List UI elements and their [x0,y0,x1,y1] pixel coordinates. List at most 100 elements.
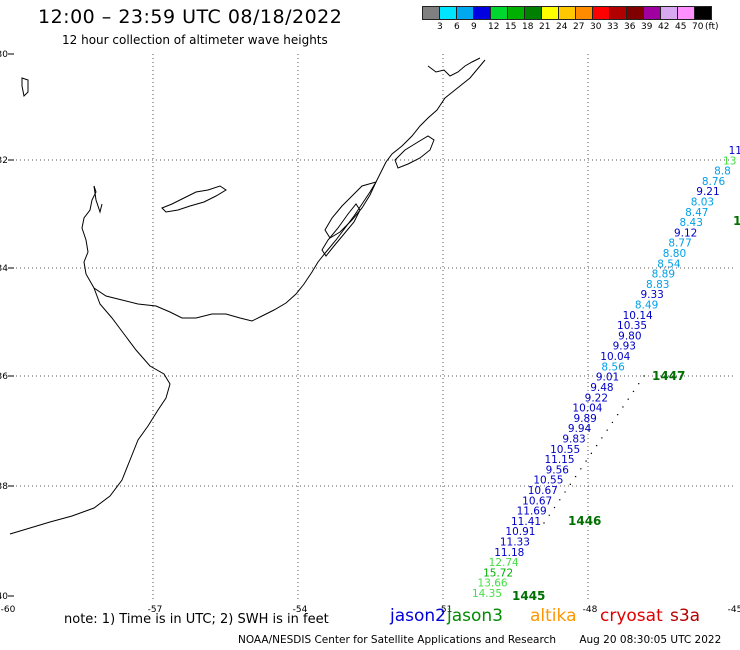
units-note: note: 1) Time is in UTC; 2) SWH is in fe… [64,612,329,627]
legend-label: 24 [556,22,568,32]
track-dot [564,491,566,493]
map-subtitle: 12 hour collection of altimeter wave hei… [62,33,328,47]
satellite-name: jason3 [447,606,503,626]
legend-label: 42 [658,22,670,32]
pass-time-labels: 1447 1446 1445 1 [512,214,740,603]
wave-height-reading: 10.35 [617,320,647,332]
wave-height-reading: 11.69 [517,506,547,518]
lon-label: -54 [293,605,308,615]
wave-height-reading: 8.43 [680,217,703,229]
track-dot [638,383,640,385]
wave-height-reading: 13 [723,155,736,167]
wave-height-reading: 9.56 [546,464,570,476]
coastline [9,57,486,535]
wave-height-reading: 9.89 [573,413,596,425]
wave-height-reading: 9.01 [596,372,619,384]
lat-label: -38 [0,482,8,492]
pass-time-label: 1446 [568,514,601,528]
wave-height-reading: 10.67 [528,485,558,497]
wave-height-reading: 12.74 [489,557,519,569]
pass-time-label: 1445 [512,589,545,603]
track-dot [627,398,629,400]
wave-height-reading: 10.04 [600,351,630,363]
wave-height-reading: 8.49 [635,300,658,312]
rio-de-la-plata-south [9,287,171,535]
footer-timestamp: Aug 20 08:30:05 UTC 2022 [579,634,722,646]
track-dot [574,475,577,478]
lat-label: -36 [0,372,8,382]
wave-height-reading: 8.80 [663,248,686,260]
track-dot [548,514,550,516]
lat-label: -32 [0,156,8,166]
legend-label: 36 [624,22,636,32]
lon-label: -57 [148,605,163,615]
wave-height-reading: 8.89 [652,269,675,281]
wave-height-reading: 14.35 [472,588,502,600]
wave-height-reading: 9.80 [618,330,641,342]
track-dot [590,452,593,455]
track-dot [643,375,645,377]
wave-height-legend [422,6,712,20]
uruguay-river [93,185,103,214]
northern-coast-detail [427,57,481,77]
wave-height-reading: 9.22 [585,392,608,404]
lat-lon-grid [8,54,733,600]
legend-label: 70 [692,22,704,32]
wave-height-readings: 11138.88.769.218.038.478.439.128.778.808… [472,145,740,600]
pass-time-label: 1 [733,214,740,228]
track-dot [611,421,614,424]
satellite-name: s3a [670,606,701,626]
lat-label: -40 [0,592,8,602]
track-dot [553,506,556,509]
wave-height-reading: 11.41 [511,516,541,528]
legend-label: 18 [522,22,534,32]
wave-height-reading: 11 [729,145,740,157]
wave-height-reading: 9.94 [568,423,592,435]
footer-credit: NOAA/NESDIS Center for Satellite Applica… [238,634,556,646]
rio-negro-reservoir [161,185,227,213]
legend-label: 27 [573,22,585,32]
legend-label: 30 [590,22,602,32]
footer: NOAA/NESDIS Center for Satellite Applica… [238,634,721,646]
wave-height-reading: 10.67 [522,495,552,507]
wave-height-reading: 9.21 [696,186,719,198]
track-dot [632,390,635,393]
wave-height-reading: 11.33 [500,536,530,548]
wave-height-reading: 9.93 [613,341,636,353]
wave-height-reading: 9.33 [640,289,663,301]
wave-height-reading: 9.12 [674,227,697,239]
lagoa-mirim [321,203,361,257]
satellite-name: altika [530,606,577,626]
lon-label: -51 [438,605,453,615]
track-dot [585,460,587,462]
legend-label: 15 [505,22,517,32]
lat-label: -34 [0,264,8,274]
legend-label: 45 [675,22,687,32]
lat-label: -30 [0,50,8,60]
track-dot [601,437,603,439]
wave-height-reading: 13.66 [478,578,508,590]
wave-height-reading: 9.48 [590,382,613,394]
wave-height-reading: 10.14 [623,310,653,322]
wave-height-reading: 11.18 [494,547,524,559]
wave-height-reading: 8.54 [657,258,681,270]
track-dot [580,468,582,470]
wave-height-reading: 8.77 [668,238,691,250]
wave-height-reading: 10.55 [533,475,563,487]
wave-height-reading: 8.76 [702,176,726,188]
wave-height-reading: 8.56 [601,361,625,373]
pass-time-label: 1447 [652,369,685,383]
legend-label: 6 [454,22,460,32]
wave-height-reading: 9.83 [562,433,585,445]
legend-swatch [694,6,712,20]
wave-height-reading: 10.91 [505,526,535,538]
wave-height-reading: 8.03 [691,197,714,209]
track-dot [595,444,598,447]
track-dot [606,429,608,431]
wave-height-reading: 8.47 [685,207,708,219]
track-dot [543,522,545,524]
map-title: 12:00 – 23:59 UTC 08/18/2022 [38,6,343,28]
wave-height-reading: 11.15 [544,454,574,466]
legend-label: 21 [539,22,551,32]
